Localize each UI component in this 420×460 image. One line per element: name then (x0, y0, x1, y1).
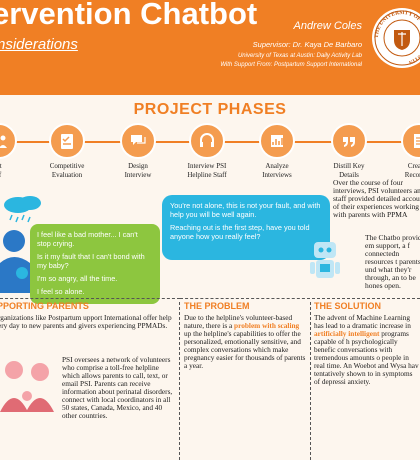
phase-label: Design Interview (124, 162, 152, 179)
supporting-parents-heading: PPORTING PARENTS (0, 301, 89, 311)
chart-icon (271, 135, 283, 147)
bot-message: You're not alone, this is not your fault… (170, 201, 321, 219)
divider (0, 298, 180, 299)
bot-message-bubble: You're not alone, this is not your fault… (162, 195, 330, 260)
phase-label: Competitive Evaluation (49, 162, 85, 179)
bot-message: Reaching out is the first step, have you… (170, 223, 310, 241)
chat-icon (131, 135, 146, 145)
problem-heading: THE PROBLEM (184, 301, 250, 311)
author-name: Andrew Coles (293, 20, 362, 32)
phase-5: Distill Key Details (314, 123, 384, 179)
headset-icon (200, 133, 214, 147)
phase-6: Create I Recomme (384, 123, 420, 179)
phase-label: Create I Recomme (404, 162, 420, 179)
phase-label: Interview PSI Helpline Staff (187, 162, 227, 179)
doc-icon (414, 134, 420, 148)
divider (312, 298, 420, 299)
divider (310, 302, 311, 460)
poster-header: ervention Chatbot nsiderations Andrew Co… (0, 0, 420, 95)
phase-2: Design Interview (103, 123, 173, 179)
solution-heading: THE SOLUTION (314, 301, 381, 311)
phase-label: Distill Key Details (333, 162, 365, 179)
divider (179, 302, 180, 460)
phase-3: Interview PSI Helpline Staff (172, 123, 242, 179)
poster-title: ervention Chatbot (0, 0, 258, 31)
supporting-intro: rganizations like Postpartum upport Inte… (0, 313, 172, 330)
solution-highlight: artificially intelligent (314, 329, 380, 338)
robot-icon (310, 242, 340, 278)
chatbot-description: The Chatbo provide em support, a f conne… (365, 233, 420, 290)
solution-text: The advent of Machine Learning has lead … (314, 313, 419, 386)
support-line: With Support From: Postpartum Support In… (220, 62, 362, 68)
rain-cloud-icon (4, 196, 41, 223)
user-message: I feel so alone. (37, 287, 85, 296)
user-message-bubble: I feel like a bad mother... I can't stop… (30, 224, 160, 304)
supervisor-line: Supervisor: Dr. Kaya De Barbaro (252, 40, 362, 49)
quote-icon (343, 137, 355, 147)
phase-label: Analyze Interviews (262, 162, 292, 179)
psi-description: PSI oversees a network of volunteers who… (62, 355, 173, 420)
phase-4: Analyze Interviews (242, 123, 312, 179)
people-icon (0, 135, 7, 148)
parent-figure-icon (0, 230, 30, 293)
problem-highlight: problem with scaling (234, 321, 300, 330)
upset-parent-illustration (0, 196, 41, 293)
phase-1: Competitive Evaluation (32, 123, 102, 179)
checklist-icon (61, 134, 73, 149)
poster-subtitle: nsiderations (0, 36, 78, 53)
divider (180, 298, 310, 299)
user-message: I'm so angry, all the time. (37, 274, 118, 283)
interview-summary: Over the course of four interviews, PSI … (333, 178, 420, 219)
phases-title: PROJECT PHASES (133, 101, 287, 118)
phase-0: nt ff (0, 123, 34, 179)
phase-label: nt ff (0, 162, 34, 179)
user-message: I feel like a bad mother... I can't stop… (37, 230, 138, 248)
user-message: Is it my fault that I can't bond with my… (37, 252, 145, 270)
university-seal: THE UNIVERSITY OF TEXAS AT AUSTIN (372, 8, 420, 68)
family-icon (0, 361, 54, 412)
affiliation-line: University of Texas at Austin: Daily Act… (237, 53, 362, 59)
problem-text: Due to the helpline's volunteer-based na… (184, 313, 306, 370)
